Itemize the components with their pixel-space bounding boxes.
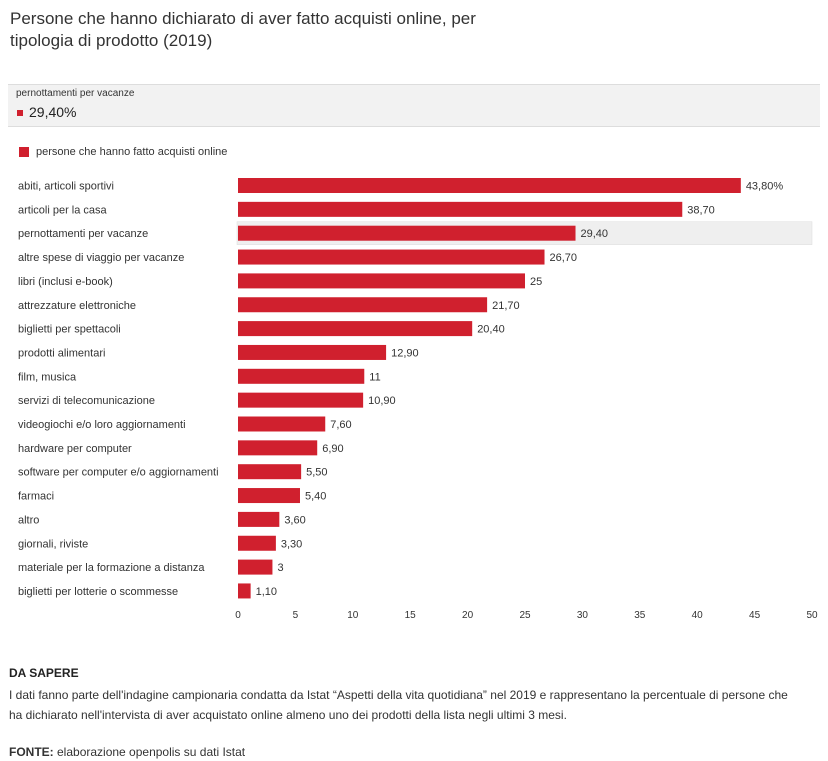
category-label: film, musica [18,371,77,383]
bar[interactable] [238,321,473,337]
legend-label: persone che hanno fatto acquisti online [36,146,228,158]
value-label: 20,40 [477,324,505,336]
x-tick-label: 35 [634,610,646,621]
category-label: altre spese di viaggio per vacanze [18,252,184,264]
tooltip-label: pernottamenti per vacanze [16,88,135,99]
value-label: 5,40 [305,491,326,503]
bar[interactable] [238,201,683,217]
value-label: 26,70 [550,252,578,264]
category-label: libri (inclusi e-book) [18,276,113,288]
bar[interactable] [238,273,525,289]
legend[interactable]: persone che hanno fatto acquisti online [19,146,227,158]
value-label: 7,60 [330,419,351,431]
value-label: 1,10 [256,586,277,598]
source: FONTE: elaborazione openpolis su dati Is… [9,745,245,759]
note-text: I dati fanno parte dell'indagine campion… [9,688,788,722]
value-label: 6,90 [322,443,343,455]
value-label: 3,30 [281,538,302,550]
bar[interactable] [238,440,318,456]
bar[interactable] [238,535,276,551]
value-label: 12,90 [391,347,419,359]
category-label: hardware per computer [18,443,132,455]
category-label: abiti, articoli sportivi [18,181,114,193]
category-label: giornali, riviste [18,538,88,550]
source-text: elaborazione openpolis su dati Istat [53,745,246,759]
value-label: 11 [369,371,380,383]
x-tick-label: 5 [293,610,299,621]
value-label: 38,70 [687,204,715,216]
category-label: videogiochi e/o loro aggiornamenti [18,419,186,431]
category-label: materiale per la formazione a distanza [18,562,205,574]
x-tick-label: 45 [749,610,761,621]
category-label: attrezzature elettroniche [18,300,136,312]
value-label: 25 [530,276,542,288]
category-label: software per computer e/o aggiornamenti [18,467,219,479]
bar[interactable] [238,488,300,504]
x-tick-label: 0 [235,610,241,621]
value-label: 43,80% [746,181,784,193]
category-label: servizi di telecomunicazione [18,395,155,407]
category-label: farmaci [18,491,54,503]
bar[interactable] [238,559,273,575]
x-tick-label: 25 [519,610,531,621]
bar[interactable] [238,344,387,360]
bar[interactable] [238,249,545,265]
category-label: altro [18,514,39,526]
bar[interactable] [238,368,365,384]
bar[interactable] [238,392,364,408]
bar[interactable] [238,583,251,599]
tooltip-value: 29,40% [29,104,77,120]
value-label: 5,50 [306,467,327,479]
category-label: pernottamenti per vacanze [18,228,148,240]
bar[interactable] [238,416,326,432]
x-tick-label: 20 [462,610,474,621]
bar-chart: abiti, articoli sportivi 43,80% articoli p… [18,178,818,621]
source-label: FONTE: [9,745,54,759]
bar[interactable] [238,511,280,527]
tooltip-swatch [17,110,23,116]
note-title: DA SAPERE [9,666,79,680]
category-label: biglietti per spettacoli [18,324,121,336]
x-tick-label: 10 [347,610,359,621]
x-tick-label: 50 [806,610,818,621]
category-label: prodotti alimentari [18,347,105,359]
bar[interactable] [238,225,576,241]
x-tick-label: 15 [405,610,417,621]
value-label: 3,60 [284,514,305,526]
bar[interactable] [238,464,302,480]
legend-swatch [19,147,29,157]
category-label: articoli per la casa [18,204,108,216]
value-label: 21,70 [492,300,520,312]
bar[interactable] [238,297,488,313]
value-label: 3 [277,562,283,574]
x-tick-label: 30 [577,610,589,621]
x-tick-label: 40 [692,610,704,621]
bar[interactable] [238,178,741,193]
chart-title: Persone che hanno dichiarato di aver fat… [10,9,476,50]
tooltip: pernottamenti per vacanze 29,40% [8,84,820,127]
category-label: biglietti per lotterie o scommesse [18,586,178,598]
value-label: 10,90 [368,395,396,407]
value-label: 29,40 [581,228,609,240]
